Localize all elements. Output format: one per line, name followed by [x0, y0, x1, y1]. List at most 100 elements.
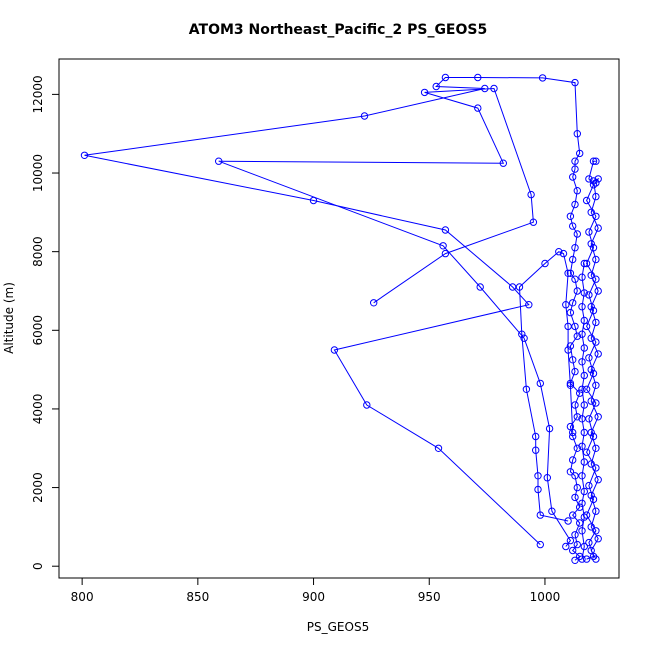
data-point — [564, 322, 572, 331]
data-point — [441, 226, 450, 234]
data-point — [564, 269, 572, 277]
data-point — [578, 330, 586, 338]
data-point — [566, 269, 575, 277]
data-point — [580, 316, 588, 325]
data-point — [569, 173, 577, 181]
x-axis-label: PS_GEOS5 — [307, 620, 369, 634]
series-line — [590, 177, 600, 560]
series-4 — [582, 157, 600, 563]
x-tick-label: 800 — [71, 590, 94, 604]
data-point — [594, 413, 602, 421]
data-point — [499, 159, 507, 167]
data-point — [580, 487, 588, 496]
data-point — [594, 224, 602, 232]
data-point — [569, 428, 577, 437]
data-point — [571, 200, 579, 209]
x-tick-label: 950 — [418, 590, 441, 604]
series-line — [218, 87, 572, 547]
data-point — [587, 303, 595, 311]
data-point — [580, 513, 588, 521]
data-point — [569, 356, 577, 364]
data-point — [571, 493, 579, 502]
data-point — [578, 555, 586, 563]
data-point — [439, 242, 447, 250]
data-point — [582, 511, 591, 519]
chart-title: ATOM3 Northeast_Pacific_2 PS_GEOS5 — [189, 22, 487, 38]
data-point — [545, 424, 554, 433]
x-tick-label: 850 — [186, 590, 209, 604]
series-6 — [578, 259, 588, 563]
data-point — [571, 367, 579, 376]
data-point — [534, 485, 542, 494]
data-point — [585, 415, 593, 423]
data-point — [566, 536, 575, 545]
plot-frame — [58, 58, 620, 579]
data-point — [580, 259, 588, 268]
data-point — [571, 472, 579, 480]
data-point — [508, 283, 517, 291]
data-point — [562, 542, 570, 551]
data-point — [569, 432, 577, 441]
data-point — [420, 88, 429, 97]
data-point — [573, 130, 581, 138]
data-point — [474, 73, 482, 82]
data-point — [573, 413, 581, 421]
data-point — [592, 157, 600, 165]
data-point — [543, 474, 551, 482]
data-point — [541, 259, 549, 268]
data-point — [360, 112, 369, 120]
series-line — [586, 160, 597, 560]
data-point — [578, 273, 586, 281]
data-point — [592, 255, 600, 264]
data-point — [569, 255, 577, 264]
data-point — [571, 157, 579, 165]
data-point — [580, 371, 588, 380]
data-point — [571, 244, 579, 252]
data-point — [573, 230, 581, 238]
data-point — [594, 476, 602, 484]
series-3 — [515, 248, 577, 525]
data-point — [587, 240, 595, 248]
data-point — [578, 527, 586, 535]
data-point — [594, 350, 602, 358]
data-point — [566, 212, 575, 221]
data-point — [569, 299, 577, 307]
data-point — [589, 157, 598, 165]
series-layer — [80, 73, 602, 564]
data-point — [529, 218, 538, 226]
y-tick-label: 2000 — [31, 472, 45, 503]
data-point — [536, 379, 544, 388]
y-tick-label: 6000 — [31, 315, 45, 346]
data-point — [587, 491, 595, 500]
data-point — [582, 259, 591, 268]
data-point — [585, 354, 593, 362]
data-point — [582, 196, 591, 205]
data-point — [594, 287, 602, 295]
data-point — [592, 444, 600, 452]
data-point — [564, 517, 572, 525]
x-axis: 800 850 900 950 1000 — [71, 577, 561, 604]
data-point — [578, 472, 586, 480]
data-point — [594, 175, 602, 183]
data-point — [476, 283, 484, 291]
data-point — [555, 248, 563, 256]
data-point — [592, 507, 600, 515]
data-point — [585, 228, 593, 236]
y-tick-label: 12000 — [31, 75, 45, 113]
data-point — [594, 535, 602, 543]
data-point — [587, 208, 595, 217]
data-point — [573, 287, 581, 295]
y-tick-label: 8000 — [31, 236, 45, 267]
data-point — [587, 428, 595, 437]
data-point — [573, 332, 581, 340]
data-point — [474, 104, 482, 112]
data-point — [587, 365, 595, 374]
data-point — [522, 385, 531, 393]
data-point — [538, 74, 547, 82]
y-axis: 0 2000 4000 6000 8000 10000 12000 — [31, 75, 60, 570]
data-point — [587, 460, 595, 468]
x-tick-label: 1000 — [530, 590, 561, 604]
data-point — [330, 346, 339, 354]
data-point — [571, 556, 579, 564]
